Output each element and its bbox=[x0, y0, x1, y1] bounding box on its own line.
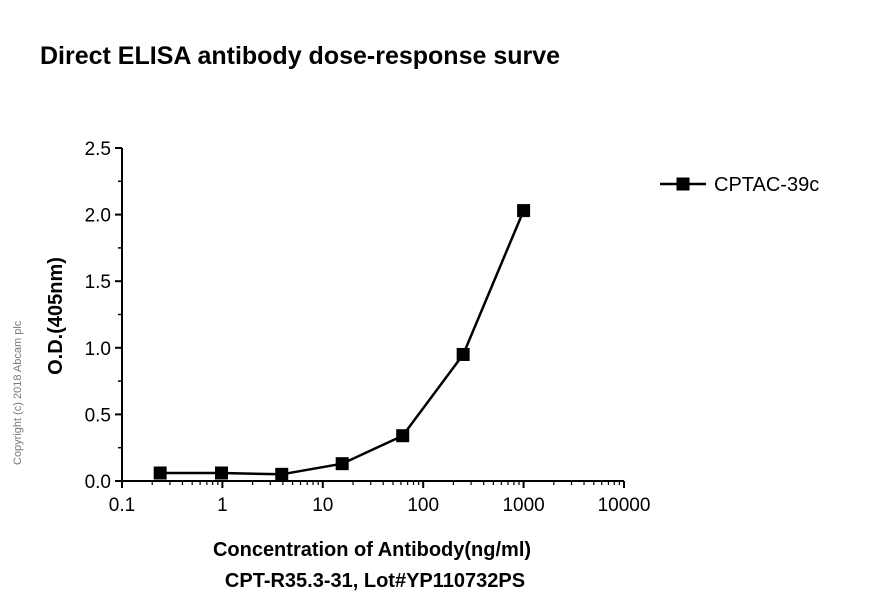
x-tick-label: 10 bbox=[312, 495, 333, 516]
x-tick-label: 0.1 bbox=[109, 495, 135, 516]
y-tick-label: 1.5 bbox=[85, 272, 111, 293]
x-axis-sublabel: CPT-R35.3-31, Lot#YP110732PS bbox=[225, 570, 525, 592]
y-tick-label: 2.0 bbox=[85, 206, 111, 227]
x-tick-label: 1 bbox=[217, 495, 228, 516]
chart-title: Direct ELISA antibody dose-response surv… bbox=[40, 42, 561, 70]
data-point bbox=[215, 466, 229, 480]
data-point bbox=[335, 457, 349, 471]
legend-label: CPTAC-39c bbox=[714, 174, 819, 196]
y-tick-label: 0.0 bbox=[85, 472, 111, 493]
legend-marker bbox=[676, 177, 690, 191]
axis-ticks: 0.0 0.5 1.0 1.5 2.0 2.5 0.1 1 10 100 1000 10000 bbox=[85, 139, 651, 516]
series-layer bbox=[153, 204, 531, 481]
series-line bbox=[160, 210, 525, 476]
data-point bbox=[153, 466, 167, 480]
y-tick-label: 2.5 bbox=[85, 139, 111, 160]
data-point bbox=[456, 347, 470, 361]
y-tick-label: 1.0 bbox=[85, 339, 111, 360]
legend: CPTAC-39c bbox=[660, 174, 819, 196]
x-axis-label: Concentration of Antibody(ng/ml) bbox=[213, 539, 531, 561]
y-axis-label: O.D.(405nm) bbox=[45, 257, 67, 375]
data-point bbox=[275, 467, 289, 481]
axes bbox=[121, 148, 624, 482]
data-point bbox=[396, 429, 410, 443]
x-tick-label: 100 bbox=[407, 495, 439, 516]
x-tick-label: 10000 bbox=[598, 495, 651, 516]
data-point bbox=[517, 204, 531, 218]
x-tick-label: 1000 bbox=[502, 495, 544, 516]
y-tick-label: 0.5 bbox=[85, 405, 111, 426]
